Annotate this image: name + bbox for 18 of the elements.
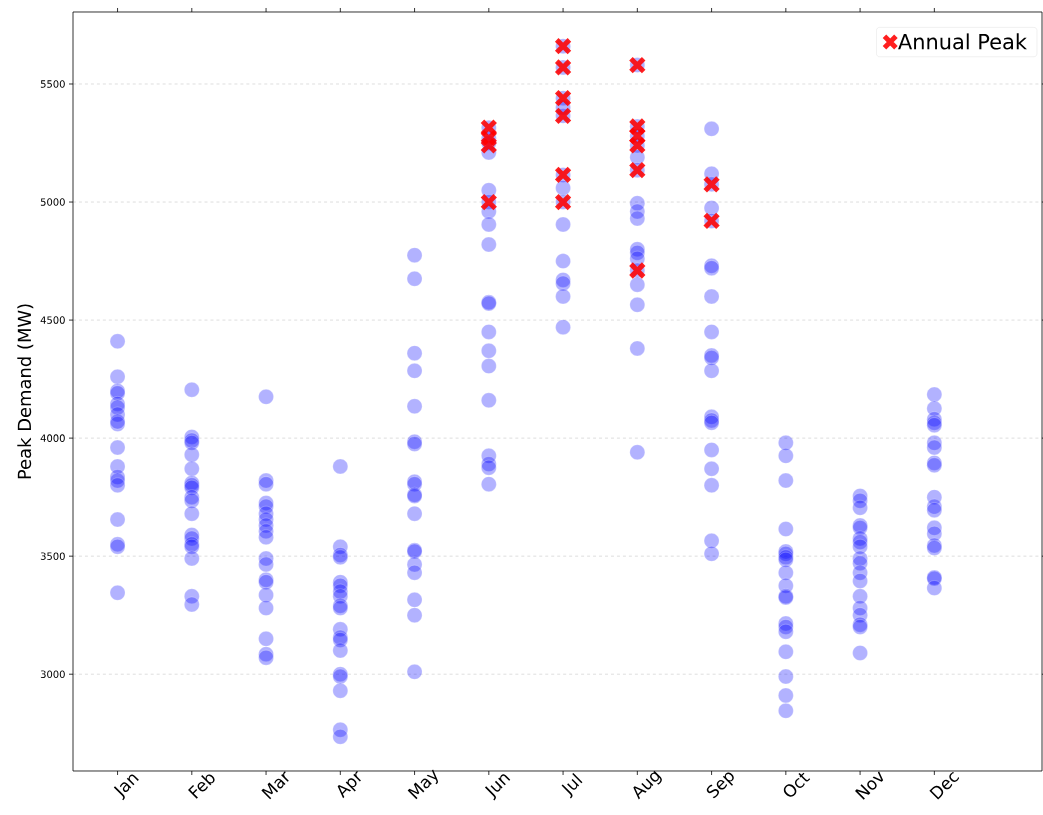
y-tick-label: 5500 (40, 80, 65, 88)
x-tick-label: Oct (783, 772, 811, 797)
y-tick-label: 3000 (40, 670, 65, 678)
x-tick-label: Sep (706, 772, 734, 799)
x-tick-label: Jul (561, 773, 583, 799)
x-tick-label: Jan (113, 774, 139, 801)
x-tick-label: Dec (929, 772, 960, 800)
y-tick-label: 5000 (40, 198, 65, 206)
x-tick-label: Aug (633, 770, 662, 800)
x-tick-label: Apr (337, 771, 361, 799)
y-axis-title: Peak Demand (MW) (17, 304, 34, 479)
y-tick-label: 3500 (40, 552, 65, 560)
x-tick-label: Feb (188, 774, 215, 799)
y-tick-label: 4500 (40, 316, 65, 324)
x-tick-label: Jun (484, 774, 511, 801)
legend-label: Annual Peak (898, 33, 1027, 50)
y-tick-label: 4000 (40, 434, 65, 442)
x-tick-label: Mar (261, 771, 289, 800)
